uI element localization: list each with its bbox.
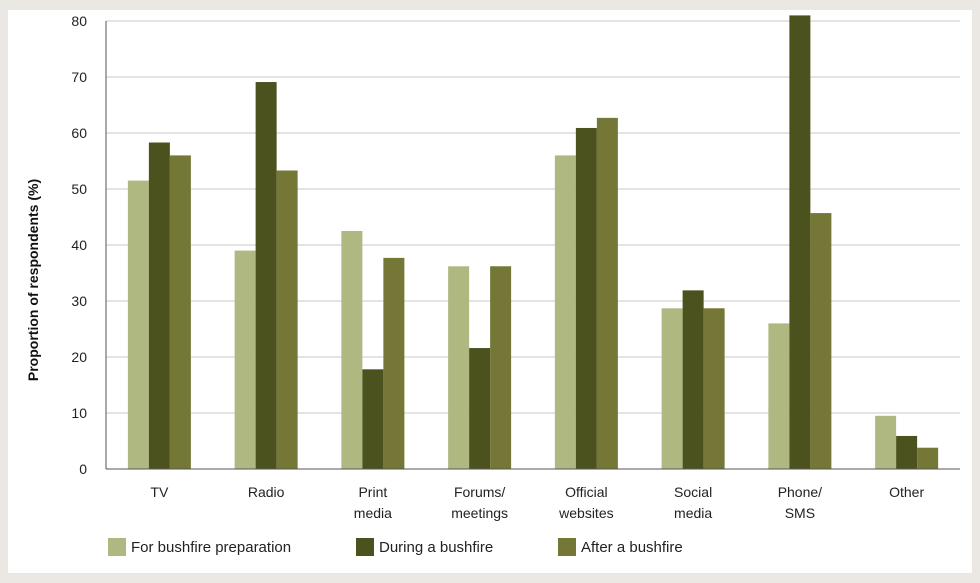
bar: [276, 170, 298, 469]
bar: [875, 415, 897, 469]
x-tick-label: media: [674, 505, 712, 521]
y-tick-label: 70: [71, 69, 87, 85]
legend-swatch: [356, 538, 374, 556]
bar: [596, 117, 618, 469]
y-tick-label: 60: [71, 125, 87, 141]
chart-frame: 0 10 20 30 40 50 60 70 80 Proportion of responde…: [8, 10, 972, 573]
bar: [234, 250, 256, 469]
y-axis-ticks: 0 10 20 30 40 50 60 70 80: [71, 13, 87, 477]
bar: [917, 447, 939, 469]
x-tick-label: Official: [565, 484, 608, 500]
legend-swatch: [558, 538, 576, 556]
y-tick-label: 0: [79, 461, 87, 477]
x-tick-label: Radio: [248, 484, 285, 500]
bar: [768, 323, 790, 469]
y-tick-label: 80: [71, 13, 87, 29]
bar: [554, 155, 576, 469]
legend-label: During a bushfire: [379, 539, 493, 556]
x-tick-label: Forums/: [454, 484, 505, 500]
x-tick-label: Other: [889, 484, 924, 500]
legend-label: After a bushfire: [581, 539, 683, 556]
x-tick-label: Print: [358, 484, 387, 500]
y-tick-label: 30: [71, 293, 87, 309]
bar: [682, 290, 704, 469]
bar: [448, 266, 470, 469]
legend: For bushfire preparation During a bushfir…: [108, 538, 683, 556]
bar: [810, 213, 832, 469]
bar: [789, 15, 811, 470]
x-tick-label: websites: [558, 505, 613, 521]
x-tick-label: meetings: [451, 505, 508, 521]
bar: [383, 257, 405, 469]
x-tick-label: media: [354, 505, 392, 521]
bar-chart: 0 10 20 30 40 50 60 70 80 Proportion of responde…: [25, 13, 960, 556]
gridlines: [106, 20, 960, 414]
bar: [896, 435, 918, 469]
bar: [575, 127, 597, 470]
bar: [469, 348, 491, 469]
bar: [169, 155, 191, 469]
x-axis-labels: TV Radio Print media Forums/meetings Official…: [150, 484, 924, 521]
legend-swatch: [108, 538, 126, 556]
x-tick-label: Social: [674, 484, 712, 500]
y-tick-label: 40: [71, 237, 87, 253]
y-tick-label: 50: [71, 181, 87, 197]
bar: [661, 308, 683, 469]
bar: [148, 142, 170, 469]
bar: [362, 369, 384, 469]
x-tick-label: Phone/: [778, 484, 822, 500]
x-tick-label: TV: [150, 484, 169, 500]
x-tick-label: SMS: [785, 505, 815, 521]
bar: [255, 82, 277, 469]
bars: [127, 15, 939, 470]
y-axis-title: Proportion of respondents (%): [25, 179, 41, 381]
bar: [341, 231, 363, 469]
y-tick-label: 10: [71, 405, 87, 421]
bar: [703, 308, 725, 469]
bar: [490, 266, 512, 469]
bar: [127, 180, 149, 469]
y-tick-label: 20: [71, 349, 87, 365]
legend-label: For bushfire preparation: [131, 539, 291, 556]
